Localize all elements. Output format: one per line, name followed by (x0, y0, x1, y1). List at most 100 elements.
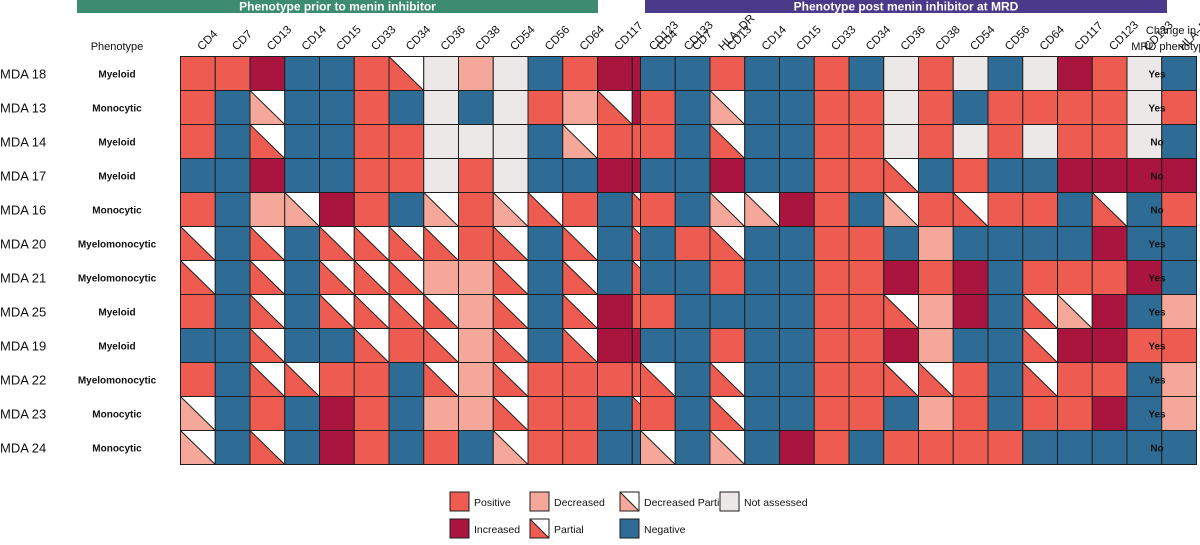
row-label: MDA 20 (0, 237, 46, 252)
heatmap-cell (597, 396, 633, 431)
heatmap-cell (353, 192, 390, 227)
heatmap-cell (1161, 362, 1197, 397)
change-value: Yes (1148, 70, 1166, 81)
heatmap-cell (883, 90, 919, 125)
heatmap-cell (458, 430, 494, 465)
phenotype-label: Monocytic (92, 410, 142, 421)
heatmap-cell (1057, 158, 1093, 193)
heatmap-cell (1022, 158, 1058, 193)
heatmap-cell (1091, 396, 1128, 431)
heatmap-cell (423, 90, 459, 125)
change-value: Yes (1148, 342, 1166, 353)
heatmap-cell (1022, 430, 1058, 465)
heatmap-cell (779, 124, 815, 159)
heatmap-cell (562, 396, 598, 431)
heatmap-cell (214, 328, 251, 363)
heatmap-cell (952, 56, 989, 91)
column-label: CD54 (508, 23, 538, 53)
legend-swatch (619, 518, 640, 539)
heatmap-cell (284, 226, 320, 261)
column-label: CD117 (613, 20, 646, 53)
heatmap-cell (527, 430, 564, 465)
heatmap-cell (709, 226, 746, 261)
heatmap-cell (458, 260, 494, 295)
column-label: CD7 (230, 28, 255, 53)
heatmap-cell (562, 158, 598, 193)
heatmap-cell (458, 328, 494, 363)
heatmap-cell (744, 260, 780, 295)
legend-label: Negative (644, 524, 686, 536)
heatmap-cell (1161, 430, 1197, 465)
heatmap-cell (918, 158, 954, 193)
phenotype-label: Myelomonocytic (78, 240, 157, 251)
heatmap-cell (744, 328, 780, 363)
heatmap-cell (597, 90, 633, 125)
heatmap-cell (562, 90, 598, 125)
heatmap-cell (779, 226, 815, 261)
row-label: MDA 16 (0, 203, 46, 218)
row-label: MDA 21 (0, 271, 46, 286)
heatmap-cell (319, 328, 355, 363)
heatmap-cell (848, 90, 885, 125)
heatmap-cell (214, 56, 251, 91)
heatmap-cell (1022, 396, 1058, 431)
heatmap-cell (674, 328, 711, 363)
heatmap-cell (319, 226, 355, 261)
heatmap-cell (562, 430, 598, 465)
heatmap-cell (458, 158, 494, 193)
heatmap-cell (848, 362, 885, 397)
heatmap-cell (249, 396, 286, 431)
column-label: CD36 (899, 24, 928, 53)
heatmap-cell (284, 56, 320, 91)
heatmap-cell (1161, 192, 1197, 227)
heatmap-cell (1126, 158, 1163, 193)
heatmap-cell (674, 56, 711, 91)
heatmap-cell (527, 158, 564, 193)
heatmap-cell (918, 328, 954, 363)
heatmap-cell (1057, 226, 1093, 261)
heatmap-cell (319, 430, 355, 465)
heatmap-cell (319, 260, 355, 295)
heatmap-cell (952, 430, 989, 465)
heatmap-cell (987, 396, 1024, 431)
heatmap-cell (284, 90, 320, 125)
heatmap-cell (883, 328, 919, 363)
row-label: MDA 24 (0, 441, 46, 456)
heatmap-cell (249, 294, 286, 329)
heatmap-cell (492, 430, 529, 465)
heatmap-cell (353, 396, 390, 431)
heatmap-cell (214, 124, 251, 159)
legend-label: Decreased (554, 497, 605, 509)
heatmap-cell (674, 158, 711, 193)
column-label: CD54 (968, 23, 998, 53)
heatmap-cell (249, 328, 286, 363)
heatmap-cell (180, 226, 216, 261)
heatmap-cell (597, 192, 633, 227)
heatmap-cell (813, 430, 850, 465)
heatmap-cell (388, 192, 425, 227)
heatmap-cell (883, 158, 919, 193)
heatmap-cell (779, 158, 815, 193)
heatmap-cell (1091, 56, 1128, 91)
heatmap-cell (1161, 260, 1197, 295)
heatmap-cell (562, 226, 598, 261)
phenotype-label: Myeloid (98, 308, 135, 319)
heatmap-cell (813, 396, 850, 431)
legend-label: Not assessed (744, 497, 808, 509)
heatmap-cell (952, 294, 989, 329)
heatmap-cell (562, 260, 598, 295)
row-label: MDA 25 (0, 305, 46, 320)
column-label: CD64 (578, 23, 608, 53)
heatmap-cell (952, 260, 989, 295)
heatmap-cell (423, 56, 459, 91)
heatmap-cell (987, 158, 1024, 193)
column-label: CD34 (864, 23, 894, 53)
heatmap-cell (987, 328, 1024, 363)
column-label: CD36 (439, 24, 468, 53)
heatmap-cell (1126, 328, 1163, 363)
heatmap-cell (214, 226, 251, 261)
heatmap-cell (458, 362, 494, 397)
heatmap-cell (180, 362, 216, 397)
heatmap-cell (249, 90, 286, 125)
heatmap-cell (640, 362, 676, 397)
